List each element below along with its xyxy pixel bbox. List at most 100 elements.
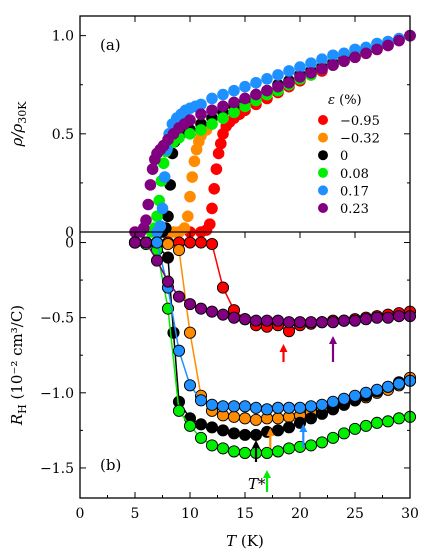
b-series [128,236,417,329]
a-point [206,202,218,215]
a-point [195,124,207,136]
b-point [359,313,373,326]
arrow-head [329,336,337,344]
b-point [216,308,230,321]
b-point [282,316,296,329]
a-point [208,183,220,195]
b-point [304,400,318,413]
b-point [348,389,362,402]
b-point [348,422,362,435]
a-ylabel-sub: 30K [16,101,29,124]
legend-label: 0.08 [340,167,369,182]
a-point [184,114,196,126]
a-point [316,63,328,75]
a-point [305,67,317,79]
b-point [370,311,384,324]
b-point [238,428,252,441]
legend-label: 0 [340,149,348,164]
arrow-head [266,428,275,436]
b-point [249,314,263,327]
b-point [392,377,406,390]
a-point [327,49,339,62]
panel-b: 0 5 10 15 20 25 30 0 −0.5 −1.0 −1.5 T (K) RH (10⁻² c… [8,232,419,550]
b-point [172,404,186,417]
b-point [337,392,351,405]
arrow-head [263,470,271,478]
tstar-label: T* [248,475,266,493]
b-point [260,403,274,416]
b-xtick-label: 30 [401,506,419,522]
b-point [249,428,263,441]
legend-title-symbol: ε [328,93,335,108]
b-point [183,419,197,432]
b-panel-label: (b) [100,456,121,474]
a-point [360,47,372,60]
b-point [381,311,395,324]
a-point [158,171,171,183]
b-point [150,254,164,267]
b-point [304,412,318,425]
a-point [250,88,262,101]
a-point [206,118,218,130]
legend-marker [318,203,328,213]
a-point [250,76,262,89]
b-point [370,383,384,396]
a-series [129,29,416,238]
b-point [392,412,406,425]
b-point [216,400,230,413]
b-xtick-label: 0 [76,506,85,522]
a-point [184,128,196,140]
b-point [205,398,219,411]
b-point [194,431,208,444]
arrow-head [279,344,288,352]
b-xtick-label: 20 [291,506,309,522]
b-ytick-label: −1.5 [40,461,74,477]
a-ylabel: ρ/ρ30K [8,101,29,148]
b-point [150,236,164,249]
b-point [161,237,175,251]
a-point [338,55,350,67]
b-point [337,314,351,327]
legend-marker [318,115,328,125]
b-series [128,236,417,459]
b-point [249,413,263,426]
b-point [359,386,373,399]
b-point [194,302,208,315]
b-point [128,236,142,249]
a-point [327,59,339,71]
b-xtick-label: 10 [181,506,199,522]
b-ylabel: RH (10⁻² cm³/C) [8,305,29,426]
arrow-head [299,424,308,432]
b-point [216,281,230,294]
panel-a: 0 0.5 1.0 ρ/ρ30K (a) ε (%) −0.95 −0.32 0 0.08 0.17… [8,16,416,241]
b-point [227,400,241,413]
b-ylabel-unit: (10⁻² cm³/C) [8,305,26,404]
legend-marker [318,185,328,196]
b-point [183,236,197,249]
b-point [326,395,340,408]
b-ylabel-main: R [8,414,26,426]
b-point [282,401,296,414]
legend-label: 0.23 [340,202,369,217]
b-point [183,379,197,392]
a-point [204,218,216,230]
arrow-head [252,440,260,448]
a-point [239,80,251,93]
b-point [238,400,252,413]
legend-label: −0.32 [340,132,380,147]
arrow [252,440,260,462]
a-panel-label: (a) [100,36,121,54]
b-xtick-label: 15 [236,506,254,522]
b-point [205,421,219,434]
b-point [161,275,175,288]
b-point [183,326,197,339]
b-point [271,445,285,458]
b-point [381,415,395,428]
a-ytick-label: 0 [65,225,74,241]
legend-marker [318,132,328,143]
a-point [217,100,229,113]
legend-label: −0.95 [340,114,380,129]
b-point [216,442,230,455]
b-point [194,236,208,249]
a-point [154,220,167,232]
